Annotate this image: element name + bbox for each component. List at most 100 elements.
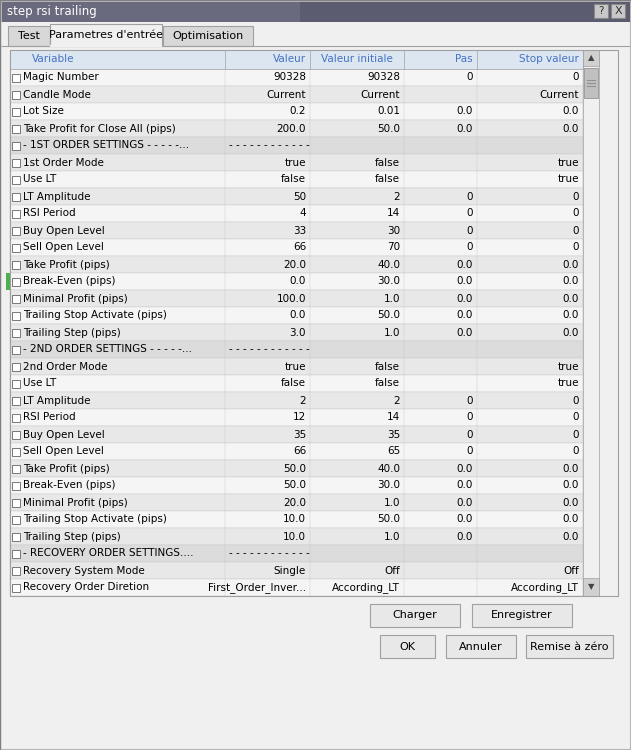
Text: 35: 35 bbox=[293, 430, 306, 439]
Bar bbox=[10, 545, 583, 562]
Bar bbox=[12, 430, 20, 439]
Text: 10.0: 10.0 bbox=[283, 514, 306, 524]
Text: 50: 50 bbox=[293, 191, 306, 202]
Text: According_LT: According_LT bbox=[332, 582, 400, 593]
Text: 0.0: 0.0 bbox=[563, 106, 579, 116]
Text: Test: Test bbox=[18, 31, 40, 41]
Bar bbox=[10, 392, 583, 409]
Text: 0.2: 0.2 bbox=[290, 106, 306, 116]
Text: 0.0: 0.0 bbox=[563, 310, 579, 320]
Text: 0.0: 0.0 bbox=[563, 124, 579, 134]
Text: ▲: ▲ bbox=[587, 53, 594, 62]
Text: 0: 0 bbox=[572, 191, 579, 202]
Bar bbox=[380, 635, 435, 658]
Text: 20.0: 20.0 bbox=[283, 497, 306, 508]
Text: 90328: 90328 bbox=[367, 73, 400, 82]
Text: step rsi trailing: step rsi trailing bbox=[7, 4, 97, 17]
Text: 0: 0 bbox=[466, 395, 473, 406]
Bar bbox=[12, 413, 20, 422]
Text: Stop valeur: Stop valeur bbox=[519, 55, 579, 64]
Text: false: false bbox=[281, 379, 306, 388]
Text: X: X bbox=[614, 6, 622, 16]
Text: true: true bbox=[558, 362, 579, 371]
Text: 0: 0 bbox=[466, 430, 473, 439]
Text: 0.01: 0.01 bbox=[377, 106, 400, 116]
Bar bbox=[12, 260, 20, 268]
Text: OK: OK bbox=[399, 641, 415, 652]
Bar bbox=[594, 4, 608, 18]
Text: 0: 0 bbox=[466, 191, 473, 202]
Text: 0.0: 0.0 bbox=[563, 277, 579, 286]
Text: 66: 66 bbox=[293, 446, 306, 457]
Text: 0.0: 0.0 bbox=[457, 532, 473, 542]
Text: 70: 70 bbox=[387, 242, 400, 253]
Text: Pas: Pas bbox=[456, 55, 473, 64]
Text: 0.0: 0.0 bbox=[563, 481, 579, 490]
Text: Use LT: Use LT bbox=[23, 175, 56, 184]
Bar bbox=[10, 239, 583, 256]
Bar bbox=[12, 448, 20, 455]
Text: - - - - - - - - - - - -: - - - - - - - - - - - - bbox=[229, 548, 310, 559]
Text: false: false bbox=[375, 158, 400, 167]
Bar bbox=[10, 50, 583, 69]
Bar bbox=[10, 273, 583, 290]
Bar bbox=[12, 380, 20, 388]
Bar bbox=[12, 176, 20, 184]
Bar bbox=[12, 482, 20, 490]
Text: Lot Size: Lot Size bbox=[23, 106, 64, 116]
Text: Sell Open Level: Sell Open Level bbox=[23, 242, 104, 253]
Text: true: true bbox=[285, 362, 306, 371]
Text: Enregistrer: Enregistrer bbox=[491, 610, 553, 620]
Text: 0.0: 0.0 bbox=[290, 277, 306, 286]
Text: Remise à zéro: Remise à zéro bbox=[530, 641, 609, 652]
Text: 0: 0 bbox=[572, 209, 579, 218]
Text: RSI Period: RSI Period bbox=[23, 413, 76, 422]
Bar bbox=[12, 346, 20, 353]
Text: 1.0: 1.0 bbox=[384, 293, 400, 304]
Bar bbox=[12, 584, 20, 592]
Text: 0: 0 bbox=[466, 226, 473, 236]
Text: - - - - - - - - - - - -: - - - - - - - - - - - - bbox=[229, 140, 310, 151]
Text: 66: 66 bbox=[293, 242, 306, 253]
Text: First_Order_Inver...: First_Order_Inver... bbox=[208, 582, 306, 593]
Bar bbox=[12, 295, 20, 302]
Bar bbox=[611, 4, 625, 18]
Text: Charger: Charger bbox=[392, 610, 437, 620]
Text: 0.0: 0.0 bbox=[563, 260, 579, 269]
Text: 12: 12 bbox=[293, 413, 306, 422]
Bar bbox=[0, 22, 631, 46]
Bar bbox=[0, 0, 300, 22]
Text: Off: Off bbox=[563, 566, 579, 575]
Text: 100.0: 100.0 bbox=[276, 293, 306, 304]
Bar bbox=[12, 91, 20, 98]
Text: 0.0: 0.0 bbox=[457, 293, 473, 304]
Text: Trailing Step (pips): Trailing Step (pips) bbox=[23, 328, 121, 338]
Bar bbox=[10, 375, 583, 392]
Text: Minimal Profit (pips): Minimal Profit (pips) bbox=[23, 293, 127, 304]
Text: 0.0: 0.0 bbox=[457, 277, 473, 286]
Text: 0: 0 bbox=[466, 209, 473, 218]
Bar bbox=[526, 635, 613, 658]
Text: 0.0: 0.0 bbox=[457, 106, 473, 116]
Text: 2nd Order Mode: 2nd Order Mode bbox=[23, 362, 107, 371]
Bar bbox=[10, 307, 583, 324]
Bar bbox=[12, 278, 20, 286]
Bar bbox=[12, 397, 20, 404]
Bar bbox=[583, 50, 599, 596]
Text: 0: 0 bbox=[572, 446, 579, 457]
Text: 0: 0 bbox=[572, 395, 579, 406]
Bar bbox=[10, 409, 583, 426]
Bar bbox=[12, 226, 20, 235]
Text: 0.0: 0.0 bbox=[290, 310, 306, 320]
Text: 0.0: 0.0 bbox=[457, 481, 473, 490]
Text: RSI Period: RSI Period bbox=[23, 209, 76, 218]
Text: Take Profit (pips): Take Profit (pips) bbox=[23, 464, 110, 473]
Text: Trailing Stop Activate (pips): Trailing Stop Activate (pips) bbox=[23, 310, 167, 320]
Text: 0: 0 bbox=[466, 446, 473, 457]
Bar bbox=[10, 154, 583, 171]
Text: 0.0: 0.0 bbox=[457, 124, 473, 134]
Text: 14: 14 bbox=[387, 209, 400, 218]
Text: Off: Off bbox=[384, 566, 400, 575]
Bar bbox=[12, 550, 20, 557]
Bar bbox=[10, 120, 583, 137]
